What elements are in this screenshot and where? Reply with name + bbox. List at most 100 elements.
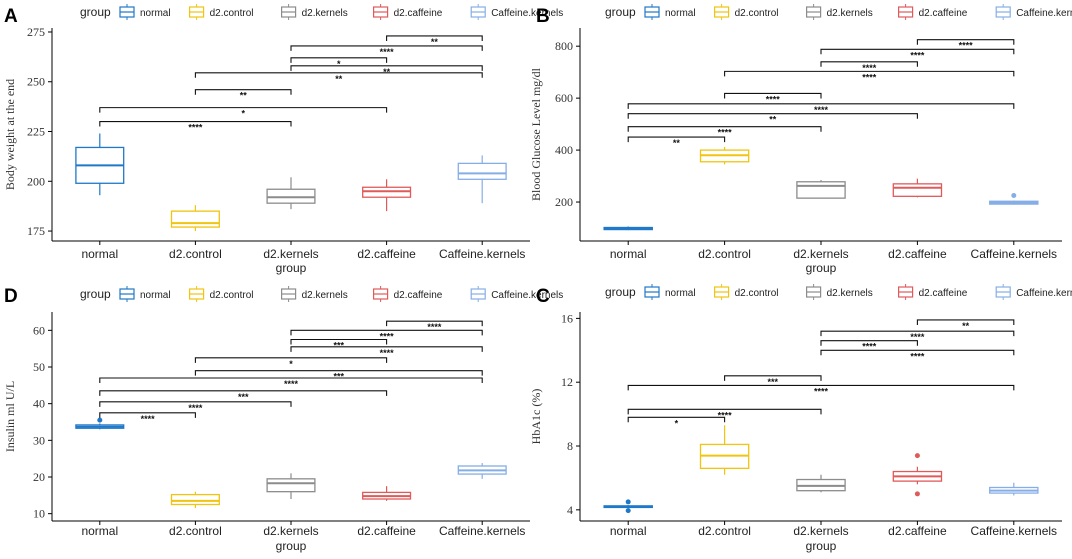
significance-bracket: *** xyxy=(99,390,388,402)
bracket-line xyxy=(627,136,726,143)
box-d2.control xyxy=(170,205,220,232)
legend-item: Caffeine.kernels xyxy=(995,4,1072,20)
y-tick-label: 200 xyxy=(555,195,573,209)
y-axis-label: Insulin ml U/L xyxy=(3,381,17,452)
x-tick-label: Caffeine.kernels xyxy=(971,247,1058,261)
y-tick-label: 225 xyxy=(27,125,45,139)
bracket-line xyxy=(724,375,822,381)
legend-item: d2.kernels xyxy=(281,4,348,20)
bracket-line xyxy=(290,65,483,71)
x-tick-label: d2.control xyxy=(698,247,751,261)
box-d2.kernels xyxy=(796,179,846,199)
x-tick-label: d2.kernels xyxy=(263,247,318,261)
legend-label: Caffeine.kernels xyxy=(491,290,563,301)
significance-label: *** xyxy=(768,377,779,387)
y-tick-label: 10 xyxy=(33,507,45,521)
significance-bracket: **** xyxy=(290,346,483,358)
x-tick-label: d2.caffeine xyxy=(357,247,416,261)
bracket-line xyxy=(724,70,1015,77)
bracket-line xyxy=(99,121,292,127)
significance-label: **** xyxy=(814,386,829,396)
legend-label: d2.caffeine xyxy=(394,8,443,19)
outlier-point xyxy=(914,491,920,497)
y-tick-label: 40 xyxy=(33,397,45,411)
box-d2.control xyxy=(699,146,750,165)
significance-bracket: **** xyxy=(820,330,1015,342)
legend-label: d2.control xyxy=(735,8,779,19)
box-normal xyxy=(75,417,125,430)
significance-bracket: **** xyxy=(99,401,292,413)
legend-item: d2.control xyxy=(713,4,779,20)
legend-item: normal xyxy=(644,4,696,20)
box-d2.kernels xyxy=(796,474,846,493)
significance-bracket: **** xyxy=(627,103,1015,115)
legend-item: d2.caffeine xyxy=(897,284,968,300)
box-d2.kernels xyxy=(266,177,316,210)
y-axis-label: Body weight at the end xyxy=(3,79,17,190)
significance-bracket: **** xyxy=(627,126,822,138)
legend-label: d2.kernels xyxy=(827,288,873,299)
x-tick-label: Caffeine.kernels xyxy=(971,524,1058,538)
significance-label: **** xyxy=(188,123,203,133)
significance-bracket: ** xyxy=(290,65,483,77)
y-tick-label: 20 xyxy=(33,470,45,484)
legend-item: d2.kernels xyxy=(281,286,348,302)
significance-bracket: **** xyxy=(916,39,1015,51)
bracket-line xyxy=(386,35,483,41)
legend-item: normal xyxy=(119,4,171,20)
bracket-line xyxy=(290,329,483,336)
y-tick-label: 275 xyxy=(27,25,45,39)
legend-label: d2.control xyxy=(210,290,254,301)
box-normal xyxy=(603,499,653,514)
significance-label: **** xyxy=(380,348,395,358)
x-tick-label: d2.caffeine xyxy=(888,247,947,261)
x-tick-label: d2.control xyxy=(698,524,751,538)
box-iqr xyxy=(170,493,220,506)
y-tick-label: 175 xyxy=(27,224,45,238)
significance-bracket: **** xyxy=(99,377,483,389)
legend: group normal d2.control d2.kernels d2.caffei… xyxy=(605,284,1072,300)
significance-label: **** xyxy=(427,322,442,332)
significance-label: *** xyxy=(238,392,249,402)
box-iqr xyxy=(892,183,943,197)
x-axis-label: group xyxy=(806,539,837,553)
legend-label: Caffeine.kernels xyxy=(491,8,563,19)
legend-label: d2.kernels xyxy=(302,290,348,301)
box-d2.control xyxy=(699,425,750,475)
bracket-line xyxy=(627,384,1015,391)
legend-title: group xyxy=(605,5,636,19)
panel-letter: D xyxy=(4,286,18,307)
bracket-line xyxy=(290,346,483,352)
significance-bracket: **** xyxy=(290,329,483,341)
x-tick-label: Caffeine.kernels xyxy=(439,247,526,261)
box-d2.caffeine xyxy=(892,178,943,198)
significance-label: * xyxy=(241,109,245,119)
bracket-line xyxy=(386,320,483,327)
significance-bracket: * xyxy=(627,416,726,428)
outlier-point xyxy=(625,499,631,505)
legend-label: d2.caffeine xyxy=(394,290,443,301)
bracket-line xyxy=(99,412,196,418)
bracket-line xyxy=(99,401,292,407)
significance-bracket: ** xyxy=(194,72,483,84)
legend-label: d2.control xyxy=(735,288,779,299)
significance-bracket: * xyxy=(194,357,388,369)
significance-bracket: **** xyxy=(820,61,918,73)
y-tick-label: 50 xyxy=(33,360,45,374)
y-tick-label: 400 xyxy=(555,143,573,157)
significance-label: ** xyxy=(335,74,343,84)
bracket-line xyxy=(627,416,726,423)
significance-bracket: *** xyxy=(290,338,388,351)
legend-label: d2.control xyxy=(210,8,254,19)
legend: group normal d2.control d2.kernels d2.caffei… xyxy=(605,4,1072,20)
box-iqr xyxy=(266,478,316,493)
bracket-line xyxy=(820,61,918,67)
x-tick-label: d2.control xyxy=(169,247,222,261)
bracket-line xyxy=(194,72,483,78)
significance-label: *** xyxy=(334,341,345,351)
significance-label: *** xyxy=(334,372,345,382)
